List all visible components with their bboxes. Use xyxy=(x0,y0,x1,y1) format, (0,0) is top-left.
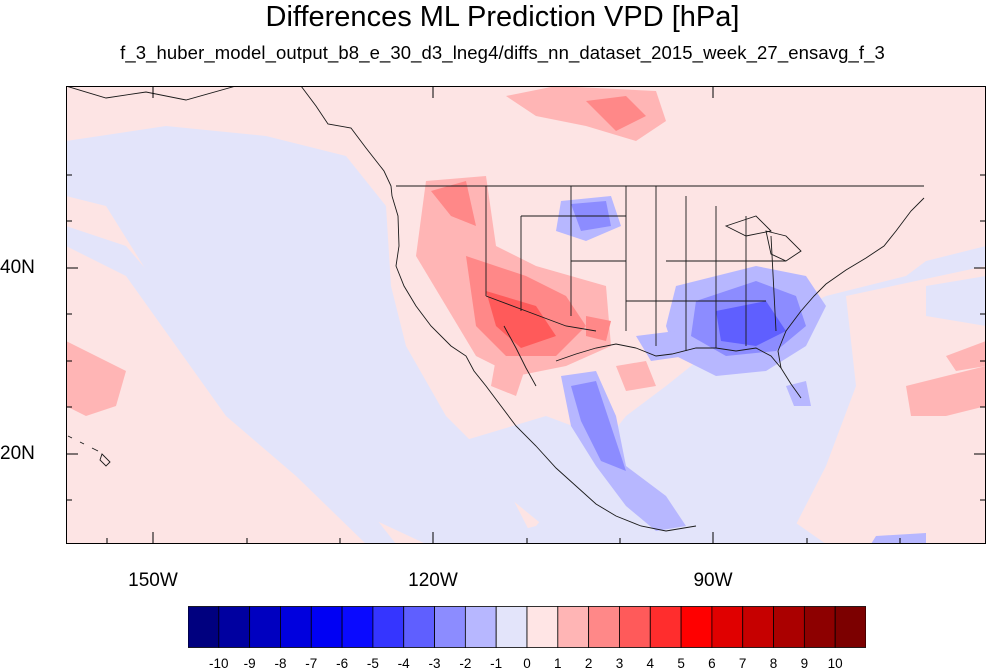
lon-tick-label-90w: 90W xyxy=(693,570,733,591)
colorbar-swatch xyxy=(803,606,836,648)
positive-anomaly-patches xyxy=(66,86,986,416)
lat-tick-label-20n: 20N xyxy=(0,443,35,464)
colorbar-swatch xyxy=(280,606,312,648)
colorbar-tick-label: -7 xyxy=(305,656,318,671)
colorbar-tick-label: -3 xyxy=(428,656,441,671)
colorbar-swatch xyxy=(773,606,805,648)
map-title: Differences ML Prediction VPD [hPa] xyxy=(265,1,740,33)
map-frame xyxy=(66,86,986,544)
colorbar-swatch xyxy=(649,606,682,648)
colorbar-swatch xyxy=(526,606,559,648)
colorbar-tick-label: 0 xyxy=(523,656,531,671)
colorbar-tick-label: 8 xyxy=(769,656,778,671)
colorbar-tick-label: 1 xyxy=(554,656,562,671)
us-state-borders xyxy=(485,186,786,351)
colorbar-swatch xyxy=(464,606,497,648)
coastlines-and-borders xyxy=(66,86,925,532)
colorbar-tick-label: 10 xyxy=(827,656,843,671)
great-lakes xyxy=(724,215,802,262)
colorbar-swatch xyxy=(680,606,713,648)
colorbar-tick-label: -6 xyxy=(336,656,349,671)
colorbar-tick-label: -2 xyxy=(459,656,472,671)
colorbar-tick-label: -9 xyxy=(243,656,256,671)
map-panel xyxy=(66,86,986,544)
us-mexico-border xyxy=(485,295,597,332)
colorbar-swatch xyxy=(188,606,220,648)
colorbar-tick-label: 5 xyxy=(677,656,685,671)
colorbar-tick-label: 4 xyxy=(646,656,655,671)
pacific-coast xyxy=(391,195,697,532)
colorbar-swatch xyxy=(557,606,590,648)
colorbar-swatch xyxy=(588,606,620,648)
lon-tick-label-120w: 120W xyxy=(408,570,458,591)
colorbar-swatch xyxy=(711,606,744,648)
colorbar-tick-label: 3 xyxy=(615,656,624,671)
colorbar-tick-label: 6 xyxy=(708,656,716,671)
bc-coast xyxy=(300,86,393,197)
colorbar-tick-label: -10 xyxy=(209,656,229,671)
colorbar-swatch xyxy=(619,606,651,648)
colorbar-tick-label: 9 xyxy=(800,656,809,671)
colorbar-swatch xyxy=(742,606,774,648)
lon-tick-label-150w: 150W xyxy=(128,570,178,591)
map-subtitle: f_3_huber_model_output_b8_e_30_d3_lneg4/… xyxy=(120,42,885,63)
colorbar-swatch xyxy=(495,606,528,648)
colorbar-swatch xyxy=(403,606,435,648)
axis-ticks xyxy=(66,86,986,544)
gulf-coast xyxy=(555,343,802,399)
vpd-difference-map xyxy=(66,86,986,544)
colorbar-tick-label: -1 xyxy=(490,656,503,671)
atlantic-coast xyxy=(777,197,925,369)
baja-coast xyxy=(503,325,537,387)
alaska-coast xyxy=(66,86,237,101)
colorbar-swatch xyxy=(310,606,343,648)
colorbar-swatch xyxy=(218,606,251,648)
colorbar-tick-label: 7 xyxy=(738,656,747,671)
colorbar-swatch xyxy=(341,606,374,648)
colorbar-tick-label: -5 xyxy=(366,656,379,671)
colorbar-swatch xyxy=(249,606,281,648)
lat-tick-label-40n: 40N xyxy=(0,257,35,278)
colorbar-tick-label: -8 xyxy=(274,656,287,671)
colorbar-swatch xyxy=(834,606,866,648)
colorbar-tick-label: 2 xyxy=(584,656,593,671)
colorbar-swatch xyxy=(372,606,405,648)
colorbar-swatch xyxy=(434,606,466,648)
colorbar xyxy=(188,606,866,648)
colorbar-tick-label: -4 xyxy=(397,656,410,671)
hawaii-islands xyxy=(67,435,111,467)
